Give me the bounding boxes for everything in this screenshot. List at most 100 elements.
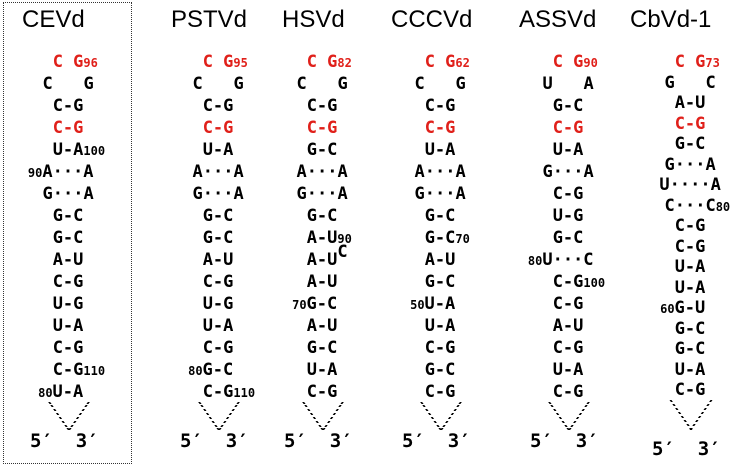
base-pair-text: C-G bbox=[424, 96, 456, 116]
base-pair-text: U-A bbox=[52, 140, 84, 160]
base-pair-row: C-G bbox=[203, 118, 234, 138]
base-pair-row: U-G bbox=[553, 206, 584, 226]
base-pair-row: U-A bbox=[203, 140, 234, 160]
base-pair-row: 60G-U bbox=[660, 298, 705, 319]
base-pair-row: A-U90 bbox=[307, 228, 352, 249]
base-pair-row: U-A bbox=[553, 140, 584, 160]
base-pair-text: A-U bbox=[306, 228, 338, 248]
position-number: 60 bbox=[660, 302, 675, 316]
base-pair-row: G···A bbox=[415, 184, 466, 204]
base-pair-row: A-U bbox=[203, 250, 234, 270]
base-pair-text: U-G bbox=[52, 294, 84, 314]
base-pair-text: A-U bbox=[306, 250, 338, 270]
base-pair-text: U-A bbox=[52, 382, 84, 402]
base-pair-text: G···A bbox=[414, 184, 466, 204]
column-title-hsvd: HSVd bbox=[282, 6, 345, 33]
base-pair-text: G-C bbox=[52, 228, 84, 248]
base-pair-text: A-U bbox=[306, 316, 338, 336]
strand-dotted-line-right bbox=[322, 402, 344, 430]
base-pair-row: U-A bbox=[675, 257, 706, 277]
base-pair-text: U-A bbox=[202, 140, 234, 160]
base-pair-row: C G bbox=[415, 74, 466, 94]
base-pair-text: C G bbox=[202, 52, 234, 72]
base-pair-text: G-C bbox=[674, 339, 706, 359]
base-pair-text: A-U bbox=[306, 272, 338, 292]
base-pair-text: U···C bbox=[542, 250, 594, 270]
base-pair-text: A-U bbox=[424, 250, 456, 270]
base-pair-text: U····A bbox=[659, 175, 721, 195]
strand-ends-label: 5′ 3′ bbox=[652, 438, 721, 460]
column-title-cevd: CEVd bbox=[22, 6, 85, 33]
base-pair-text: C G bbox=[552, 52, 584, 72]
base-pair-row: C G82 bbox=[307, 52, 352, 73]
base-pair-text: C-G bbox=[552, 294, 584, 314]
base-pair-text: C G bbox=[192, 74, 244, 94]
strand-dotted-line-left bbox=[302, 402, 324, 430]
base-pair-text: U-G bbox=[552, 206, 584, 226]
base-pair-row: C-G bbox=[553, 338, 584, 358]
base-pair-row: G-C bbox=[675, 339, 706, 359]
base-pair-text: U-A bbox=[552, 360, 584, 380]
base-pair-row: U-A bbox=[675, 278, 706, 298]
base-pair-text: A-U bbox=[674, 93, 706, 113]
base-pair-text: G-C bbox=[202, 360, 234, 380]
position-number: 95 bbox=[233, 56, 248, 70]
position-number: 50 bbox=[410, 298, 425, 312]
base-pair-text: C···C bbox=[664, 195, 716, 216]
base-pair-text: G···A bbox=[42, 184, 94, 204]
base-pair-row: C-G bbox=[553, 118, 584, 138]
base-pair-text: U-A bbox=[552, 140, 584, 160]
base-pair-text: C-G bbox=[674, 380, 706, 400]
base-pair-text: C-G bbox=[306, 382, 338, 402]
base-pair-row: C G bbox=[43, 74, 94, 94]
base-pair-text: C-G bbox=[552, 272, 584, 292]
position-number: 80 bbox=[188, 364, 203, 378]
base-pair-row: C G95 bbox=[203, 52, 248, 73]
base-pair-row: G-C bbox=[425, 206, 456, 226]
base-pair-row: G C bbox=[665, 73, 716, 93]
base-pair-text: A···A bbox=[42, 162, 94, 182]
base-pair-text: C-G bbox=[52, 96, 84, 116]
base-pair-text: U-A bbox=[424, 140, 456, 160]
base-pair-row: C G73 bbox=[675, 52, 720, 73]
position-number: 110 bbox=[233, 386, 256, 400]
base-pair-row: G···A bbox=[665, 155, 716, 175]
base-pair-text: C-G bbox=[306, 96, 338, 116]
strand-dotted-line-right bbox=[218, 402, 240, 430]
base-pair-row: U-A100 bbox=[53, 140, 105, 161]
base-pair-text: C-G bbox=[52, 360, 84, 380]
base-pair-text: C-G bbox=[424, 118, 456, 138]
base-pair-row: C-G bbox=[307, 96, 338, 116]
base-pair-row: U-A bbox=[425, 316, 456, 336]
column-title-pstvd: PSTVd bbox=[171, 6, 248, 33]
strand-dotted-line-left bbox=[420, 402, 442, 430]
base-pair-text: U-G bbox=[202, 294, 234, 314]
base-pair-text: G C bbox=[664, 72, 716, 93]
base-pair-text: U-A bbox=[674, 277, 706, 298]
base-pair-row: G-C70 bbox=[425, 228, 470, 249]
base-pair-text: G-C bbox=[306, 294, 338, 314]
base-pair-text: C-G bbox=[552, 184, 584, 204]
base-pair-text: G···A bbox=[542, 162, 594, 182]
base-pair-row: C-G bbox=[675, 216, 706, 236]
base-pair-text: C G bbox=[414, 74, 466, 94]
base-pair-row: A···A bbox=[297, 162, 348, 182]
base-pair-row: C-G bbox=[307, 382, 338, 402]
base-pair-text: C-G bbox=[52, 272, 84, 292]
base-pair-row: C G bbox=[297, 74, 348, 94]
base-pair-row: C-G100 bbox=[553, 272, 605, 293]
base-pair-text: C-G bbox=[552, 118, 584, 138]
base-pair-text: G-U bbox=[674, 298, 706, 318]
position-number: 90 bbox=[337, 232, 352, 246]
base-pair-row: A-U bbox=[425, 250, 456, 270]
base-pair-row: U-A bbox=[425, 140, 456, 160]
base-pair-row: G-C bbox=[203, 228, 234, 248]
base-pair-row: C-G bbox=[307, 118, 338, 138]
base-pair-text: U-A bbox=[424, 316, 456, 336]
base-pair-text: A-U bbox=[552, 316, 584, 336]
base-pair-row: A-UC bbox=[306, 242, 348, 270]
strand-dotted-line-left bbox=[548, 402, 570, 430]
base-pair-row: G-C bbox=[53, 228, 84, 248]
base-pair-row: C-G bbox=[53, 338, 84, 358]
